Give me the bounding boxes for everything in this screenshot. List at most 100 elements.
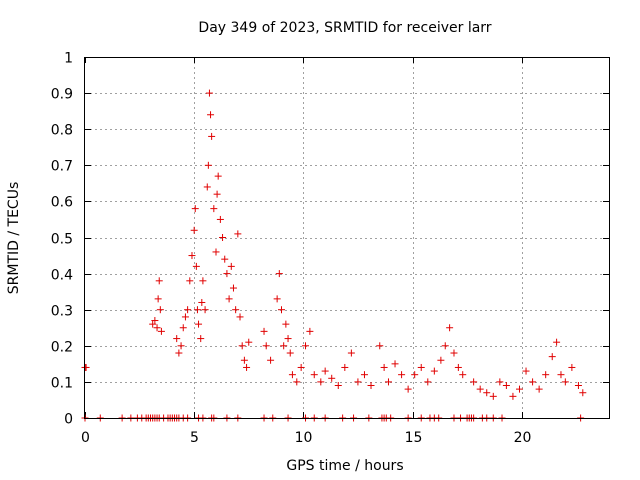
data-point [470, 378, 478, 386]
data-point [557, 371, 565, 379]
data-point [450, 349, 458, 357]
data-point [225, 295, 233, 303]
data-point [384, 378, 392, 386]
data-point [203, 183, 211, 191]
data-point [398, 371, 406, 379]
data-point [297, 363, 305, 371]
data-point [404, 385, 412, 393]
data-point [391, 360, 399, 368]
data-point [284, 335, 292, 343]
data-point [446, 324, 454, 332]
data-point [260, 327, 268, 335]
data-point [496, 378, 504, 386]
y-tick-label: 0.3 [51, 304, 73, 320]
data-point [306, 327, 314, 335]
data-point [548, 353, 556, 361]
data-point [207, 111, 215, 119]
data-point [262, 342, 270, 350]
data-point [245, 338, 253, 346]
data-point [181, 313, 189, 321]
data-point [317, 378, 325, 386]
data-point [302, 342, 310, 350]
data-point [542, 371, 550, 379]
data-point [184, 306, 192, 314]
x-tick-label: 15 [405, 430, 423, 446]
x-tick-label: 20 [514, 430, 532, 446]
y-tick-label: 0 [64, 412, 73, 428]
data-point [376, 342, 384, 350]
data-point [214, 172, 222, 180]
data-point [149, 320, 157, 328]
data-point [509, 392, 517, 400]
data-point [278, 306, 285, 314]
data-point [201, 306, 209, 314]
data-point [459, 371, 467, 379]
data-point [212, 248, 220, 256]
data-point [411, 371, 419, 379]
data-point [522, 367, 530, 375]
data-point [367, 382, 375, 390]
x-axis-title: GPS time / hours [286, 458, 403, 474]
data-point [476, 385, 484, 393]
y-tick-label: 0.2 [51, 340, 73, 356]
data-point [177, 342, 185, 350]
data-point [188, 252, 196, 260]
data-point [417, 363, 425, 371]
x-tick-labels: 0 5 10 15 20 [81, 430, 531, 446]
y-tick-label: 0.9 [51, 87, 73, 103]
data-point [193, 306, 201, 314]
data-point [293, 378, 301, 386]
data-point [561, 378, 569, 386]
data-point [240, 356, 248, 364]
data-point [354, 378, 362, 386]
data-point [275, 270, 283, 278]
data-point [321, 367, 329, 375]
data-point [173, 335, 181, 343]
data-point [175, 349, 183, 357]
data-point [430, 367, 438, 375]
data-point [153, 324, 161, 332]
data-point [282, 320, 290, 328]
data-point [380, 363, 388, 371]
y-tick-label: 1 [64, 51, 73, 67]
data-point [232, 306, 240, 314]
data-point [197, 335, 205, 343]
y-tick-label: 0.1 [51, 376, 73, 392]
data-point [441, 342, 449, 350]
data-point [223, 270, 231, 278]
data-point [192, 262, 200, 270]
data-point [286, 349, 294, 357]
data-point [227, 262, 235, 270]
data-point [190, 226, 198, 234]
data-point [156, 306, 164, 314]
data-point [199, 277, 207, 285]
x-tick-label: 0 [81, 430, 90, 446]
y-tick-label: 0.4 [51, 268, 73, 284]
grid-lines [85, 57, 609, 418]
data-point [234, 230, 242, 238]
data-point [341, 363, 349, 371]
data-point [221, 255, 229, 263]
y-axis-title: SRMTID / TECUs [6, 182, 22, 295]
data-point [154, 295, 162, 303]
data-point [155, 277, 163, 285]
data-point [535, 385, 543, 393]
data-point [273, 295, 281, 303]
data-point [529, 378, 537, 386]
data-point [186, 277, 194, 285]
data-point [243, 363, 251, 371]
data-point [437, 356, 445, 364]
data-point [288, 371, 296, 379]
data-point [424, 378, 432, 386]
data-point [515, 385, 523, 393]
data-point [216, 215, 224, 223]
y-tick-label: 0.5 [51, 232, 73, 248]
plot-frame [84, 57, 610, 419]
x-tick-label: 5 [190, 430, 199, 446]
data-point [191, 205, 199, 213]
data-point [208, 132, 216, 140]
data-points [81, 89, 587, 422]
data-point [502, 382, 510, 390]
x-tick-label: 10 [295, 430, 313, 446]
